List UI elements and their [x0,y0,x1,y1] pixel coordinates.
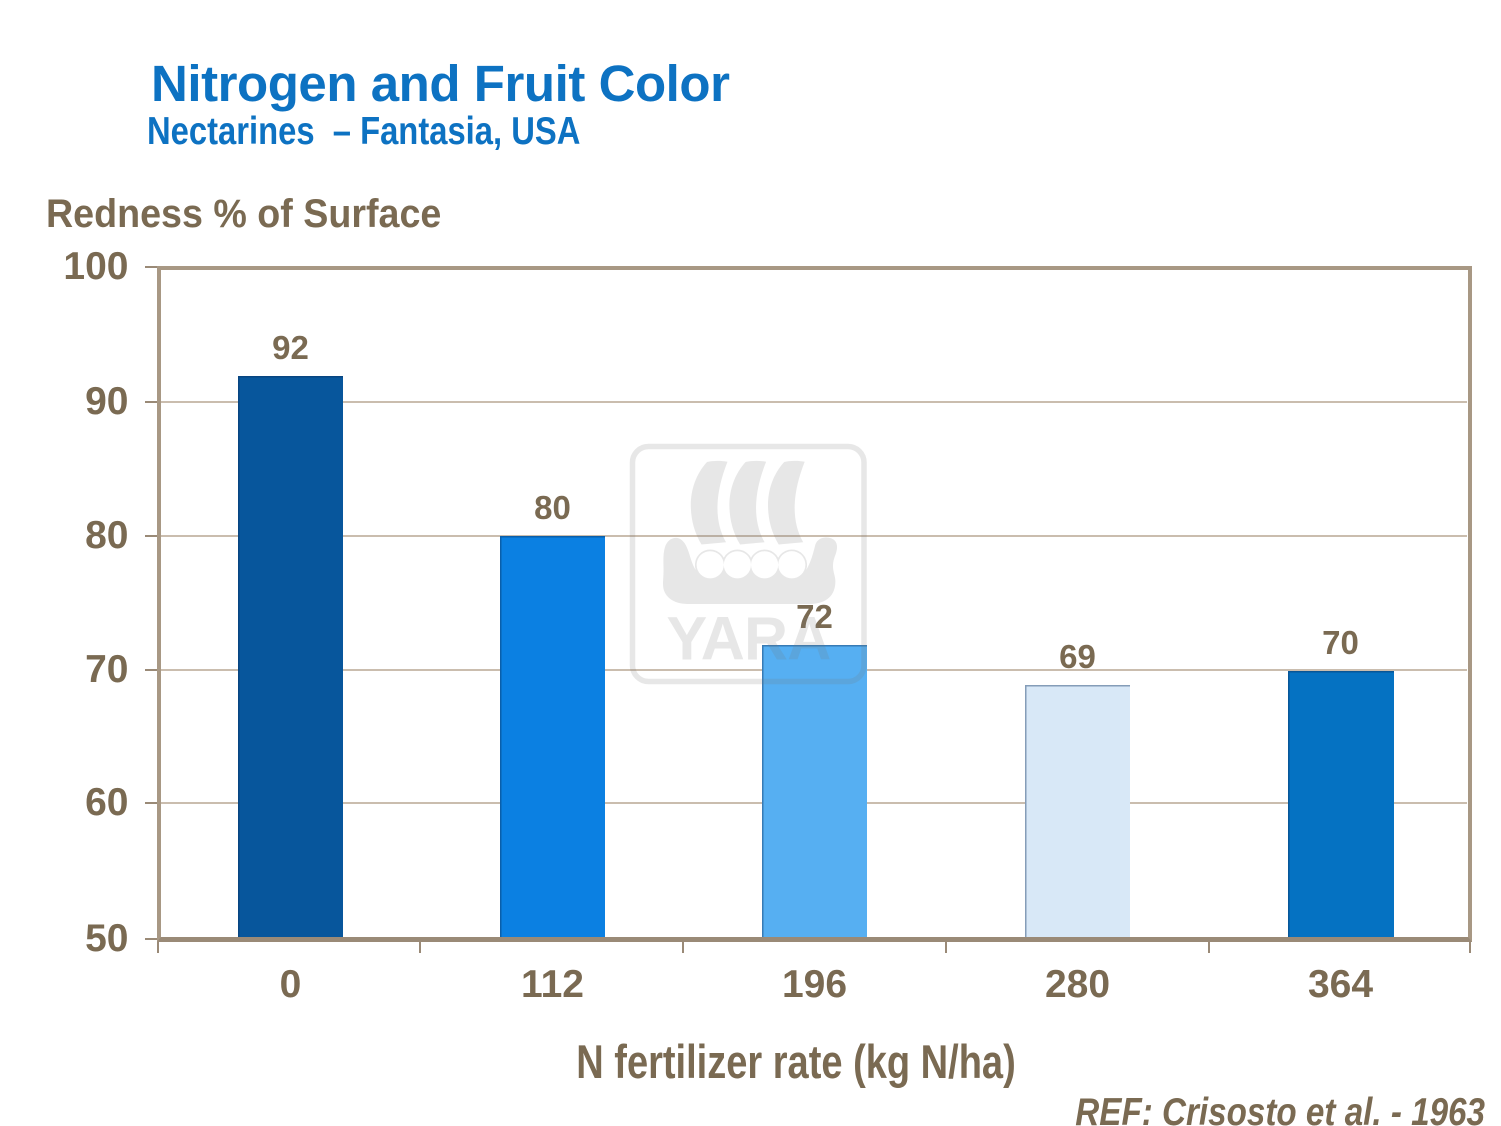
svg-text:YARA: YARA [666,605,830,673]
